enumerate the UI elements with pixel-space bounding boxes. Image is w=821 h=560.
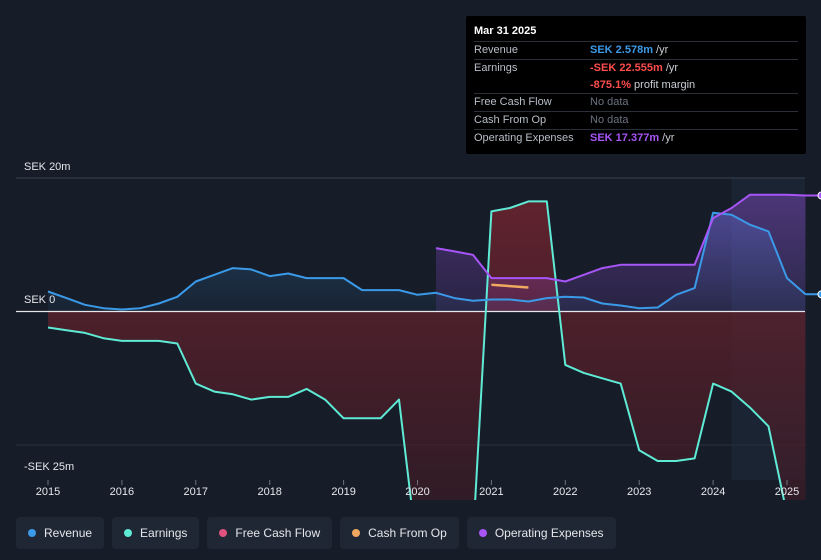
cash-from-op-line <box>491 283 529 289</box>
tooltip-rows: Revenue SEK 2.578m /yr Earnings -SEK 22.555… <box>474 41 798 147</box>
tooltip-row-label: Free Cash Flow <box>474 96 552 109</box>
tooltip-row: Cash From Op No data <box>474 111 798 129</box>
x-tick-label: 2016 <box>110 486 134 498</box>
y-tick-label-top: SEK 20m <box>24 161 70 173</box>
legend-item-free-cash-flow[interactable]: Free Cash Flow <box>207 517 333 549</box>
legend-dot-icon <box>124 529 133 537</box>
tooltip-date: Mar 31 2025 <box>474 25 537 37</box>
legend-item-operating-expenses[interactable]: Operating Expenses <box>466 517 616 549</box>
tooltip-row-label: Earnings <box>474 61 518 74</box>
legend-item-cash-from-op[interactable]: Cash From Op <box>340 517 459 549</box>
x-axis-ticks: 2015 2016 2017 2018 2019 2020 2021 2022 2023 2024… <box>36 480 799 498</box>
x-tick-label: 2025 <box>775 486 799 498</box>
tooltip-row-label: Revenue <box>474 44 519 56</box>
x-tick-label: 2023 <box>627 486 651 498</box>
legend-item-label: Free Cash Flow <box>235 526 321 540</box>
earnings-line <box>47 200 785 500</box>
x-tick-label: 2019 <box>331 486 355 498</box>
tooltip-row-label <box>474 77 590 94</box>
legend-item-label: Revenue <box>44 526 93 540</box>
legend-item-earnings[interactable]: Earnings <box>112 517 200 549</box>
tooltip-row-value: No data <box>590 114 629 127</box>
revenue-line <box>47 211 807 311</box>
legend-item-label: Earnings <box>140 526 188 540</box>
revenue-area <box>48 212 806 312</box>
operating-expenses-line <box>435 193 806 283</box>
operating-expenses-area <box>436 194 806 312</box>
y-tick-label-bottom: -SEK 25m <box>24 461 74 473</box>
legend-dot-icon <box>28 529 36 537</box>
series-lines <box>47 193 821 500</box>
x-tick-label: 2018 <box>257 486 281 498</box>
tooltip: Mar 31 2025 Revenue SEK 2.578m /yr Earning… <box>466 16 806 154</box>
legend-dot-icon <box>478 529 487 537</box>
earnings-area <box>48 201 806 500</box>
tooltip-row-value: SEK 2.578m /yr <box>590 44 669 56</box>
x-tick-label: 2020 <box>405 486 429 498</box>
tooltip-row-value: No data <box>590 96 629 109</box>
tooltip-row-value: SEK 17.377m /yr <box>590 131 675 144</box>
tooltip-row-label: Cash From Op <box>474 114 547 127</box>
tooltip-row-label: Operating Expenses <box>474 131 574 144</box>
x-tick-label: 2015 <box>36 486 60 498</box>
legend-dot-icon <box>352 529 361 537</box>
legend-item-label: Operating Expenses <box>494 526 604 540</box>
x-tick-label: 2017 <box>184 486 208 498</box>
x-tick-label: 2021 <box>479 486 503 498</box>
tooltip-row: Revenue SEK 2.578m /yr <box>474 41 798 59</box>
tooltip-row: Earnings -SEK 22.555m /yr <box>474 58 798 77</box>
legend-item-revenue[interactable]: Revenue <box>16 517 105 549</box>
tooltip-row-value: -SEK 22.555m /yr <box>590 61 679 74</box>
revenue-endpoint <box>817 290 821 299</box>
tooltip-row-value: -875.1% profit margin <box>590 78 696 91</box>
legend-dot-icon <box>219 529 228 537</box>
legend-item-label: Cash From Op <box>368 526 447 540</box>
tooltip-row: Operating Expenses SEK 17.377m /yr <box>474 128 798 147</box>
legend: Revenue Earnings Free Cash Flow Cash From O… <box>16 517 616 549</box>
y-tick-label-zero: SEK 0 <box>24 294 55 306</box>
series-areas <box>48 194 806 500</box>
x-tick-label: 2024 <box>701 486 725 498</box>
operating-expenses-endpoint <box>817 191 821 200</box>
chart: SEK 20m SEK 0 -SEK 25m 2015 2016 2017 2018 2… <box>16 161 821 500</box>
series-endpoints <box>817 191 821 299</box>
tooltip-row: Free Cash Flow No data <box>474 93 798 111</box>
x-tick-label: 2022 <box>553 486 577 498</box>
tooltip-row: -875.1% profit margin <box>474 77 798 94</box>
